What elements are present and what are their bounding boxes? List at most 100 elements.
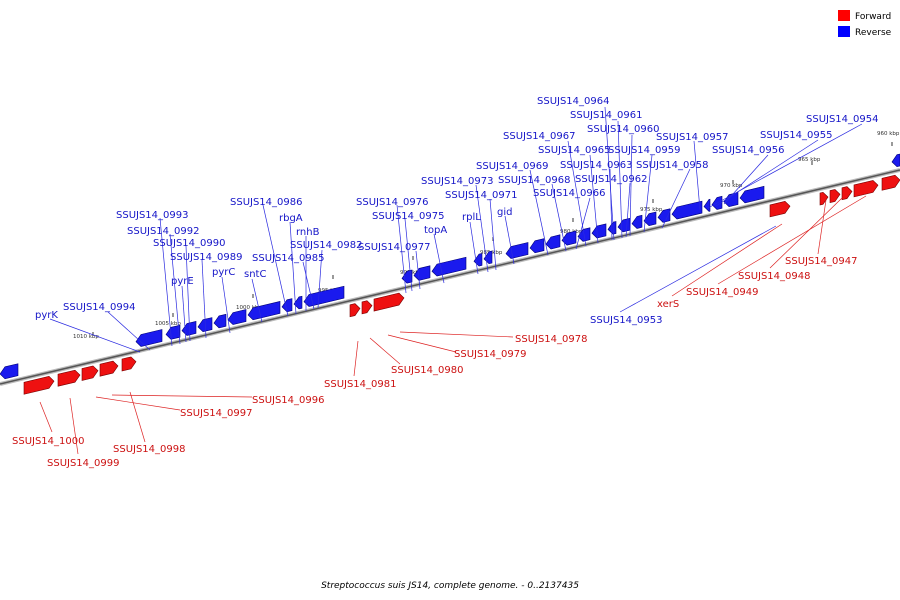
gene-label: rnhB <box>296 227 320 238</box>
gene-label: SSUJS14_0977 <box>358 242 431 253</box>
gene-arrow <box>431 256 467 277</box>
gene-arrow <box>135 329 163 347</box>
gene-arrow <box>739 185 765 204</box>
gene-arrow <box>247 301 281 321</box>
tick-label: 965 kbp <box>798 157 821 163</box>
gene-arrow <box>303 285 345 307</box>
gene-label: SSUJS14_0959 <box>608 145 681 156</box>
legend-forward-label: Forward <box>855 12 891 22</box>
gene-arrow <box>561 230 577 246</box>
legend-reverse-label: Reverse <box>855 28 892 38</box>
gene-label: SSUJS14_0994 <box>63 302 136 313</box>
gene-label: SSUJS14_0948 <box>738 271 811 282</box>
gene-arrow <box>643 211 657 227</box>
gene-label: SSUJS14_0982 <box>290 240 363 251</box>
gene-arrow <box>361 300 373 315</box>
gene-label: SSUJS14_0986 <box>230 197 303 208</box>
gene-arrow <box>81 365 99 381</box>
gene-arrow <box>505 242 529 259</box>
gene-label: SSUJS14_0997 <box>180 408 253 419</box>
gene-label: SSUJS14_0964 <box>537 96 610 107</box>
gene-arrow <box>703 198 711 212</box>
gene-label: pyrC <box>212 267 235 278</box>
forward-strand-genes <box>23 174 900 395</box>
gene-label: SSUJS14_0962 <box>575 174 648 185</box>
gene-label: SSUJS14_0957 <box>656 132 729 143</box>
tick-label: 1010 kbp <box>73 334 99 340</box>
gene-label: SSUJS14_0993 <box>116 210 189 221</box>
reverse-strand-genes <box>0 153 900 380</box>
tick-label: 960 kbp <box>877 131 900 137</box>
gene-label: SSUJS14_0954 <box>806 114 879 125</box>
gene-label: SSUJS14_0956 <box>712 145 785 156</box>
gene-label: SSUJS14_0989 <box>170 252 243 263</box>
gene-label: SSUJS14_0947 <box>785 256 858 267</box>
gene-arrow <box>57 369 81 387</box>
gene-arrow <box>0 363 19 380</box>
gene-label: SSUJS14_0966 <box>533 188 606 199</box>
gene-arrow <box>631 214 643 229</box>
tick-label: 1005 kbp <box>155 321 181 327</box>
gene-label: SSUJS14_0999 <box>47 458 120 469</box>
figure-caption: Streptococcus suis JS14, complete genome… <box>321 581 579 591</box>
gene-label: SSUJS14_0976 <box>356 197 429 208</box>
gene-arrow <box>213 313 227 329</box>
gene-arrow <box>227 309 247 325</box>
gene-label: SSUJS14_0990 <box>153 238 226 249</box>
gene-label: SSUJS14_0955 <box>760 130 833 141</box>
gene-label: SSUJS14_0961 <box>570 110 643 121</box>
legend: Forward Reverse <box>838 10 892 38</box>
gene-arrow <box>23 375 55 395</box>
gene-arrow <box>165 324 181 340</box>
gene-label: SSUJS14_0969 <box>476 161 549 172</box>
gene-arrow <box>121 356 137 372</box>
gene-label: SSUJS14_0996 <box>252 395 325 406</box>
gene-label: SSUJS14_0967 <box>503 131 576 142</box>
gene-arrow <box>349 303 361 318</box>
gene-label: SSUJS14_0953 <box>590 315 663 326</box>
gene-arrow <box>723 192 739 208</box>
gene-label: topA <box>424 225 447 236</box>
gene-label: pyrE <box>171 276 194 287</box>
gene-arrow <box>281 298 293 313</box>
gene-arrow <box>657 208 671 223</box>
gene-arrow <box>591 223 607 239</box>
gene-label: SSUJS14_0980 <box>391 365 464 376</box>
gene-arrow <box>891 153 900 168</box>
gene-arrow <box>529 238 545 254</box>
gene-label: SSUJS14_1000 <box>12 436 85 447</box>
gene-label: xerS <box>657 299 679 310</box>
gene-label: rbgA <box>279 213 303 224</box>
gene-arrow <box>671 200 703 220</box>
gene-arrow <box>881 174 900 191</box>
tick-label: 975 kbp <box>640 207 663 213</box>
gene-arrow <box>829 189 841 203</box>
legend-reverse-swatch <box>838 26 850 37</box>
gene-label: SSUJS14_0979 <box>454 349 527 360</box>
gene-label: SSUJS14_0971 <box>445 190 518 201</box>
gene-arrow <box>853 180 879 198</box>
gene-arrow <box>819 191 829 206</box>
gene-label: SSUJS14_0968 <box>498 175 571 186</box>
tick-label: 1000 kbp <box>236 305 262 311</box>
gene-arrow <box>483 250 493 265</box>
gene-label: gid <box>497 207 512 218</box>
gene-label: SSUJS14_0973 <box>421 176 494 187</box>
gene-arrow <box>617 217 631 233</box>
gene-arrow <box>293 295 303 310</box>
gene-label: SSUJS14_0998 <box>113 444 186 455</box>
reverse-labels: SSUJS14_0964 SSUJS14_0961 SSUJS14_0960 S… <box>35 96 879 353</box>
gene-label: SSUJS14_0981 <box>324 379 397 390</box>
gene-label: SSUJS14_0978 <box>515 334 588 345</box>
gene-arrow <box>373 292 405 312</box>
gene-label: SSUJS14_0960 <box>587 124 660 135</box>
gene-label: SSUJS14_0958 <box>636 160 709 171</box>
gene-label: SSUJS14_0992 <box>127 226 200 237</box>
gene-arrow <box>769 200 791 218</box>
gene-label: SSUJS14_0975 <box>372 211 445 222</box>
gene-label: SSUJS14_0985 <box>252 253 325 264</box>
gene-label: SSUJS14_0963 <box>560 160 633 171</box>
gene-label: SSUJS14_0965 <box>538 145 611 156</box>
